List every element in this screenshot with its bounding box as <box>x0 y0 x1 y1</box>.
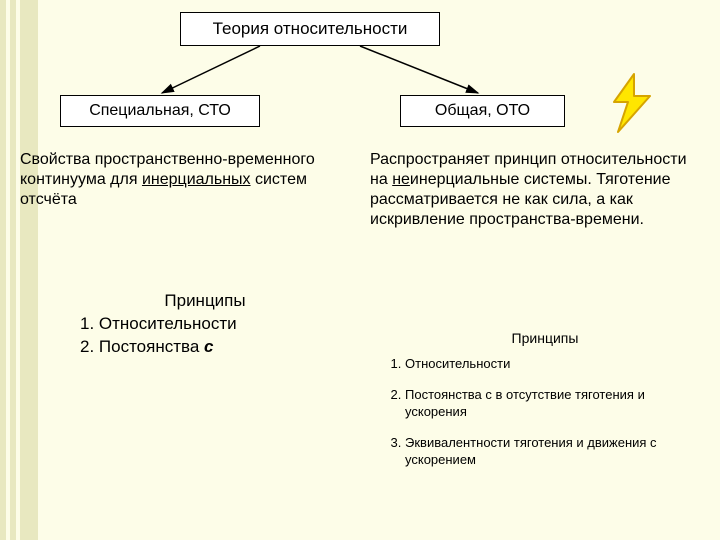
lightning-icon <box>608 72 658 141</box>
left-p2-c: с <box>204 337 213 356</box>
left-desc-underlined: инерциальных <box>142 171 251 188</box>
left-node: Специальная, СТО <box>60 95 260 127</box>
right-desc-underlined: не <box>392 171 410 188</box>
left-p2-pre: 2. Постоянства <box>80 337 204 356</box>
left-label: Специальная, СТО <box>89 102 231 119</box>
right-node: Общая, ОТО <box>400 95 565 127</box>
decor-stripe-3 <box>20 0 38 540</box>
root-node: Теория относительности <box>180 12 440 46</box>
left-principle-2: 2. Постоянства с <box>80 336 330 359</box>
right-principles: Принципы Относительности Постоянства с в… <box>385 330 705 482</box>
decor-stripe-1 <box>0 0 6 540</box>
right-principles-header: Принципы <box>385 330 705 346</box>
left-description: Свойства пространственно-временного конт… <box>20 150 330 210</box>
right-principle-2: Постоянства с в отсутствие тяготения и у… <box>405 387 705 421</box>
right-principle-3: Эквивалентности тяготения и движения с у… <box>405 435 705 469</box>
right-desc-post: инерциальные системы. Тяготение рассматр… <box>370 171 671 228</box>
decor-stripe-2 <box>10 0 16 540</box>
root-label: Теория относительности <box>213 19 408 38</box>
right-description: Распространяет принцип относительности н… <box>370 150 700 230</box>
left-principles: Принципы 1. Относительности 2. Постоянст… <box>80 290 330 359</box>
right-principle-1: Относительности <box>405 356 705 373</box>
left-principle-1: 1. Относительности <box>80 313 330 336</box>
left-principles-header: Принципы <box>80 290 330 313</box>
right-label: Общая, ОТО <box>435 102 530 119</box>
